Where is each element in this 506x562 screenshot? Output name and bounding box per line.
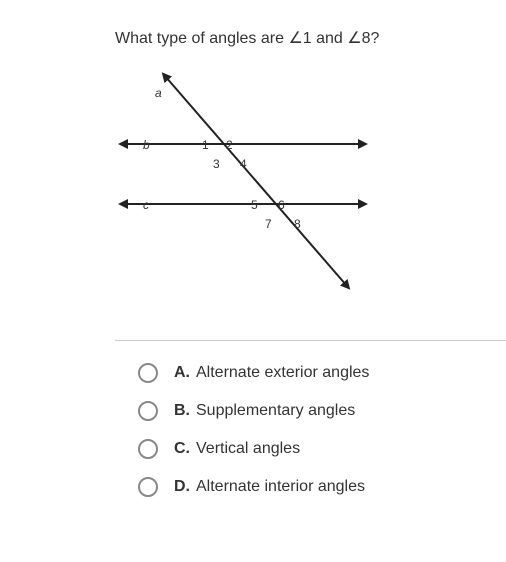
label-b: b — [143, 138, 150, 152]
choice-label: Vertical angles — [196, 440, 300, 457]
radio-icon — [138, 363, 158, 383]
choice-a-text: A. Alternate exterior angles — [174, 364, 369, 382]
choice-letter: D. — [174, 478, 190, 495]
label-4: 4 — [240, 157, 247, 171]
choice-d[interactable]: D. Alternate interior angles — [138, 477, 506, 497]
question-container: What type of angles are ∠1 and ∠8? a b c… — [0, 0, 506, 497]
radio-icon — [138, 439, 158, 459]
choice-label: Alternate interior angles — [196, 478, 365, 495]
choice-d-text: D. Alternate interior angles — [174, 478, 365, 496]
answer-choices: A. Alternate exterior angles B. Supplement… — [138, 363, 506, 497]
divider-line — [115, 340, 506, 341]
radio-icon — [138, 401, 158, 421]
question-suffix: ? — [371, 30, 380, 47]
choice-label: Supplementary angles — [196, 402, 355, 419]
choice-label: Alternate exterior angles — [196, 364, 369, 381]
choice-b-text: B. Supplementary angles — [174, 402, 355, 420]
geometry-figure: a b c 1 2 3 4 5 6 7 8 — [0, 70, 506, 340]
label-2: 2 — [226, 138, 233, 152]
label-3: 3 — [213, 157, 220, 171]
choice-letter: B. — [174, 402, 190, 419]
label-7: 7 — [265, 217, 272, 231]
label-1: 1 — [202, 138, 209, 152]
radio-icon — [138, 477, 158, 497]
choice-a[interactable]: A. Alternate exterior angles — [138, 363, 506, 383]
line-a — [165, 76, 347, 286]
choice-c-text: C. Vertical angles — [174, 440, 300, 458]
choice-b[interactable]: B. Supplementary angles — [138, 401, 506, 421]
figure-svg — [115, 70, 375, 310]
angle-2: ∠8 — [347, 30, 370, 47]
choice-letter: C. — [174, 440, 190, 457]
question-text: What type of angles are ∠1 and ∠8? — [115, 28, 506, 48]
question-prefix: What type of angles are — [115, 30, 288, 47]
label-8: 8 — [294, 217, 301, 231]
label-c: c — [143, 198, 149, 212]
label-5: 5 — [251, 198, 258, 212]
angle-1: ∠1 — [288, 30, 311, 47]
label-a: a — [155, 86, 162, 100]
choice-c[interactable]: C. Vertical angles — [138, 439, 506, 459]
choice-letter: A. — [174, 364, 190, 381]
question-connector: and — [312, 30, 348, 47]
label-6: 6 — [278, 198, 285, 212]
